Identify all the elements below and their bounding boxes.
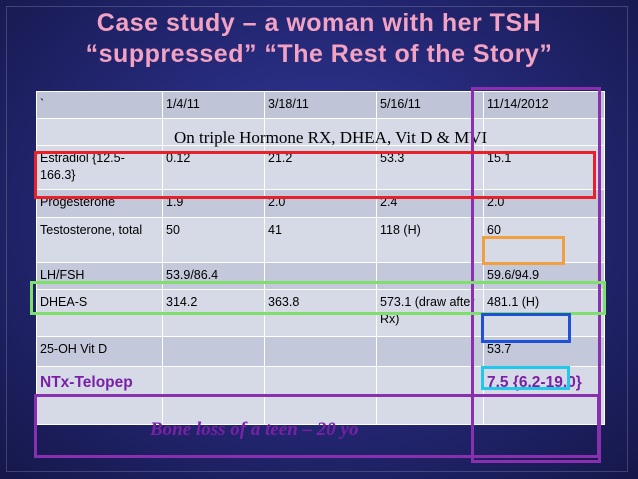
header-cell: 5/16/11 bbox=[376, 91, 484, 119]
table-row: Progesterone 1.9 2.0 2.4 2.0 bbox=[36, 189, 605, 218]
row-label: 25-OH Vit D bbox=[36, 336, 163, 367]
blue-dheas-highlight bbox=[481, 313, 571, 343]
table-row: LH/FSH 53.9/86.4 59.6/94.9 bbox=[36, 262, 605, 290]
slide-title: Case study – a woman with her TSH “suppr… bbox=[0, 8, 638, 70]
cell bbox=[376, 262, 484, 290]
cyan-vitd-highlight bbox=[481, 366, 570, 390]
red-estradiol-highlight bbox=[34, 151, 596, 199]
slide-frame bbox=[6, 6, 628, 472]
title-line-1: Case study – a woman with her TSH bbox=[96, 9, 542, 37]
header-cell: 3/18/11 bbox=[264, 91, 377, 119]
rx-note-row bbox=[36, 118, 605, 146]
row-label: Testosterone, total bbox=[36, 217, 163, 263]
cell bbox=[162, 336, 265, 367]
cell: 118 (H) bbox=[376, 217, 484, 263]
cell: 59.6/94.9 bbox=[483, 262, 605, 290]
cell: 53.9/86.4 bbox=[162, 262, 265, 290]
cell: 50 bbox=[162, 217, 265, 263]
rx-note: On triple Hormone RX, DHEA, Vit D & MVI bbox=[174, 128, 488, 147]
green-lhfsh-highlight bbox=[30, 281, 606, 315]
cell: 41 bbox=[264, 217, 377, 263]
orange-testosterone-highlight bbox=[482, 236, 565, 265]
cell: 2.0 bbox=[264, 189, 377, 218]
cell bbox=[264, 336, 377, 367]
header-cell: 11/14/2012 bbox=[483, 91, 605, 119]
cell bbox=[264, 262, 377, 290]
row-label: Progesterone bbox=[36, 189, 163, 218]
header-cell: ` bbox=[36, 91, 163, 119]
header-cell: 1/4/11 bbox=[162, 91, 265, 119]
bone-loss-note: Bone loss of a teen – 20 yo bbox=[150, 419, 359, 440]
row-label: LH/FSH bbox=[36, 262, 163, 290]
purple-column-highlight bbox=[471, 87, 601, 463]
purple-ntx-highlight bbox=[34, 394, 600, 458]
table-row: Testosterone, total 50 41 118 (H) 60 bbox=[36, 217, 605, 263]
title-line-2: “suppressed” “The Rest of the Story” bbox=[85, 40, 553, 68]
cell bbox=[376, 336, 484, 367]
